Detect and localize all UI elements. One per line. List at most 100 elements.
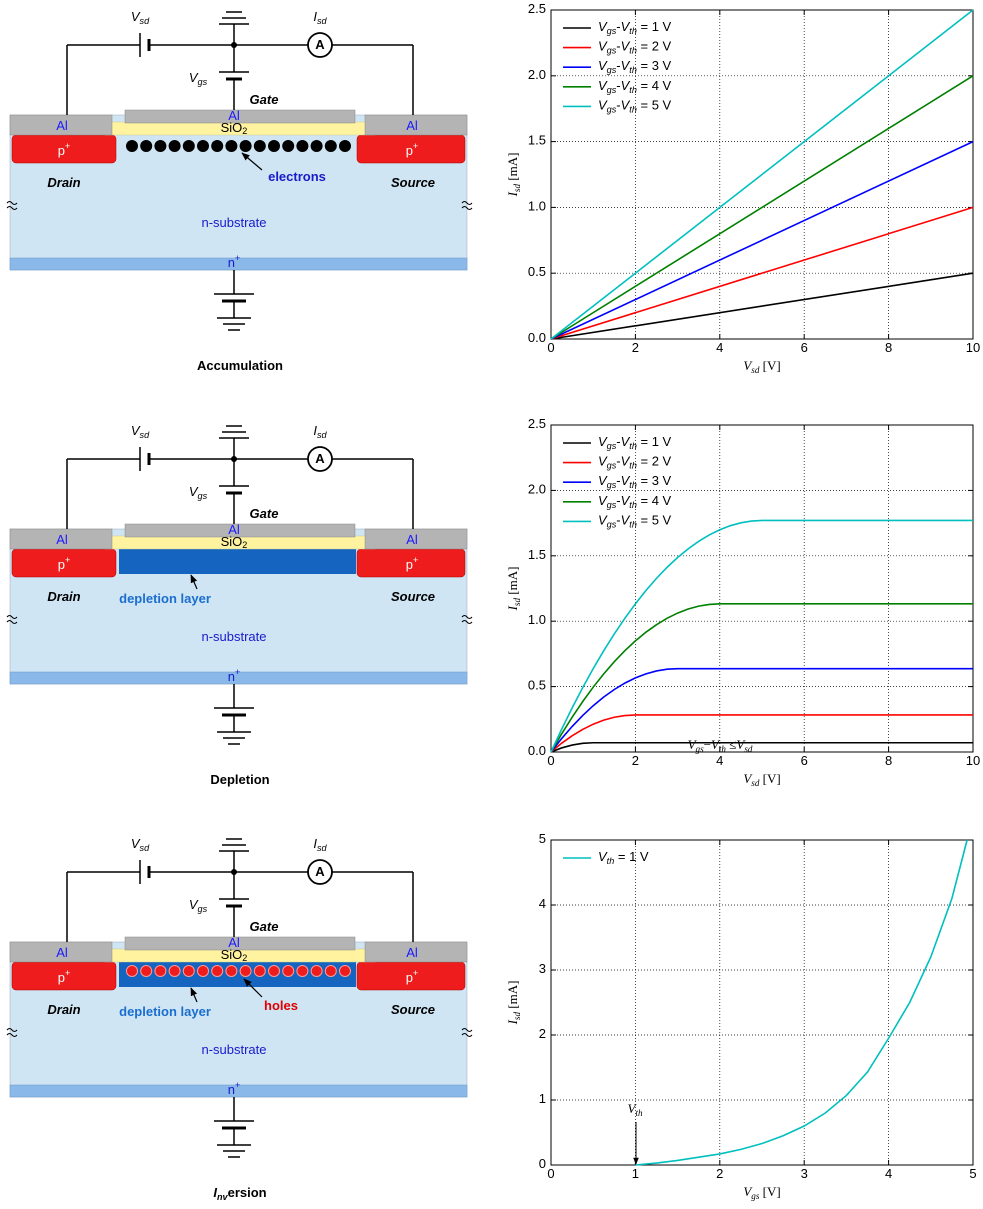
break-mark [461, 615, 473, 624]
arrow [190, 574, 198, 590]
gate-label: Gate [250, 506, 279, 521]
electron [126, 140, 138, 152]
legend-label: Vgs-Vth = 1 V [598, 19, 672, 36]
x-tick-label: 10 [966, 753, 980, 768]
y-axis-label: Isd [mA] [505, 981, 522, 1026]
source-metal-label: Al [406, 945, 418, 960]
vsd-label: Vsd [131, 423, 150, 440]
gate-metal [124, 936, 356, 951]
hole [282, 965, 295, 977]
hole [253, 965, 266, 977]
electron [225, 140, 238, 152]
drain-label: Drain [47, 589, 80, 604]
break-mark [6, 615, 18, 624]
y-tick-label: 2.5 [528, 416, 546, 431]
ammeter-label: A [315, 864, 325, 879]
electron [324, 140, 337, 152]
layer-label: depletion layer [119, 1004, 211, 1019]
electron [140, 140, 153, 152]
electron [168, 140, 181, 152]
annotation: Vgs−Vth ≤Vsd [688, 737, 753, 754]
y-tick-label: 2 [539, 1026, 546, 1041]
drain-metal [9, 941, 113, 963]
source-label: Source [391, 589, 435, 604]
y-tick-label: 1.0 [528, 199, 546, 214]
legend-label: Vgs-Vth = 2 V [598, 39, 672, 56]
break-mark [6, 1028, 18, 1037]
plot-frame [550, 9, 974, 340]
drain-doping-label: p+ [58, 555, 71, 572]
x-axis-label: Vgs [V] [743, 1184, 780, 1201]
back-contact [9, 671, 468, 685]
line-series [550, 741, 973, 753]
caption: Depletion [210, 772, 269, 787]
ammeter-label: A [315, 37, 325, 52]
gate-metal [124, 109, 356, 124]
x-tick-label: 4 [885, 1166, 892, 1181]
gate-metal-label: Al [228, 935, 240, 950]
drain-doping-label: p+ [58, 141, 71, 158]
electron [310, 140, 323, 152]
x-tick-label: 4 [716, 340, 723, 355]
legend-label: Vgs-Vth = 3 V [598, 59, 672, 76]
legend-label: Vgs-Vth = 3 V [598, 474, 672, 491]
y-tick-label: 1 [539, 1091, 546, 1106]
arrow [241, 152, 263, 171]
ammeter [307, 859, 333, 885]
gate-metal [124, 523, 356, 538]
layer-label: depletion layer [119, 591, 211, 606]
electron [253, 140, 266, 152]
x-tick-label: 8 [885, 753, 892, 768]
vsd-label: Vsd [131, 836, 150, 853]
drain-metal [9, 114, 113, 136]
plot-frame [550, 424, 974, 753]
x-tick-label: 5 [969, 1166, 976, 1181]
line-series [550, 206, 974, 340]
break-mark [461, 201, 473, 210]
x-tick-label: 6 [801, 340, 808, 355]
drain-metal [9, 528, 113, 550]
source-doping-label: p+ [406, 968, 419, 985]
electron [211, 140, 224, 152]
y-tick-label: 4 [539, 896, 546, 911]
electron [239, 140, 252, 152]
back-contact-label: n+ [228, 1080, 241, 1097]
source-metal [364, 941, 468, 963]
y-tick-label: 5 [539, 831, 546, 846]
drain-label: Drain [47, 1002, 80, 1017]
y-tick-label: 0.0 [528, 330, 546, 345]
isd-label: Isd [313, 423, 327, 440]
line-series [635, 839, 968, 1166]
hole [197, 965, 209, 977]
electron [154, 140, 167, 152]
drain-metal-label: Al [56, 945, 68, 960]
vgs-label: Vgs [189, 484, 208, 501]
source-doping-label: p+ [406, 555, 419, 572]
hole [324, 965, 337, 977]
source-doping-label: p+ [406, 141, 419, 158]
arrow [190, 987, 198, 1003]
electron [182, 140, 195, 152]
source-metal [364, 114, 468, 136]
hole [310, 965, 323, 977]
source-metal [364, 528, 468, 550]
plot-frame [550, 839, 974, 1166]
x-tick-label: 0 [547, 753, 554, 768]
electron [296, 140, 309, 152]
legend-label: Vgs-Vth = 5 V [598, 513, 672, 530]
line-series [550, 9, 974, 340]
y-tick-label: 0.0 [528, 743, 546, 758]
electron [268, 140, 280, 152]
y-axis-label: Isd [mA] [505, 153, 522, 198]
drain-doping-label: p+ [58, 968, 71, 985]
legend-label: Vgs-Vth = 4 V [598, 493, 672, 510]
line-series [550, 714, 973, 753]
oxide-label: SiO2 [221, 534, 248, 550]
x-tick-label: 2 [716, 1166, 723, 1181]
hole [140, 965, 153, 977]
caption: Accumulation [197, 358, 283, 373]
x-axis-label: Vsd [V] [743, 358, 780, 375]
substrate-label: n-substrate [201, 1042, 266, 1057]
hole [239, 965, 252, 977]
